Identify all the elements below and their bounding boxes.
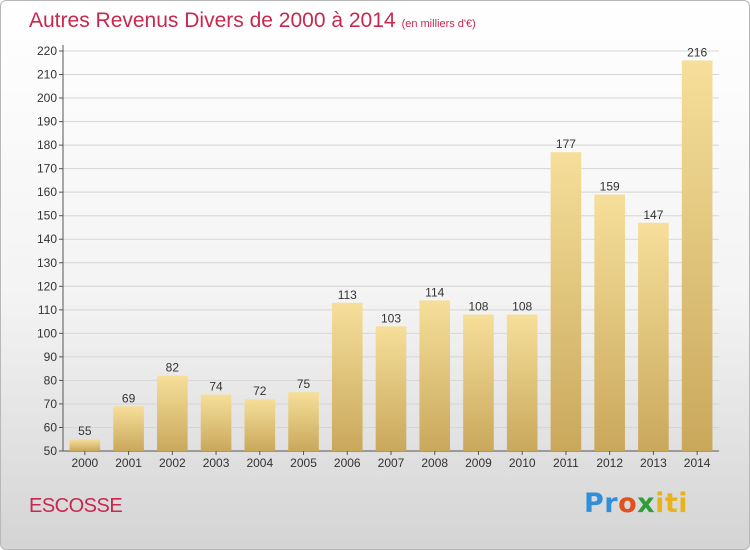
- y-tick-label: 130: [37, 256, 57, 270]
- x-tick-label: 2007: [378, 456, 405, 470]
- bar-value-label: 177: [556, 137, 576, 151]
- chart-subtitle: (en milliers d'€): [401, 18, 476, 30]
- x-tick-label: 2012: [596, 456, 623, 470]
- bar: [550, 152, 582, 452]
- bar-value-label: 216: [687, 45, 707, 59]
- x-tick-label: 2014: [684, 456, 711, 470]
- logo-part-3: x: [637, 488, 656, 519]
- y-tick-label: 180: [37, 138, 57, 152]
- bar: [638, 222, 669, 451]
- chart-title-block: Autres Revenus Divers de 2000 à 2014 (en …: [29, 9, 476, 33]
- bar: [69, 439, 101, 451]
- y-tick-label: 200: [37, 91, 57, 105]
- proxiti-logo: Proxiti: [584, 488, 688, 519]
- x-tick-label: 2003: [203, 456, 230, 470]
- bar: [113, 406, 144, 451]
- x-tick-label: 2010: [509, 456, 536, 470]
- bar: [331, 302, 363, 451]
- x-tick-label: 2004: [246, 456, 273, 470]
- logo-part-4: iti: [655, 488, 689, 519]
- bar-value-label: 114: [425, 285, 444, 299]
- bar-value-label: 159: [600, 180, 620, 194]
- x-tick-label: 2006: [334, 456, 361, 470]
- y-tick-label: 90: [44, 350, 58, 364]
- y-tick-label: 110: [38, 303, 57, 317]
- x-tick-label: 2009: [465, 456, 492, 470]
- region-label: ESCOSSE: [29, 495, 123, 517]
- bar-value-label: 103: [381, 311, 401, 325]
- bar: [463, 314, 494, 451]
- bar-value-label: 69: [122, 391, 136, 405]
- bar-value-label: 82: [166, 361, 180, 375]
- bar: [594, 194, 625, 451]
- x-tick-label: 2001: [115, 456, 142, 470]
- y-tick-label: 100: [37, 326, 57, 340]
- y-tick-label: 70: [44, 397, 58, 411]
- bar-value-label: 113: [338, 288, 357, 302]
- bar-value-label: 74: [209, 380, 223, 394]
- y-tick-label: 60: [44, 420, 58, 434]
- x-tick-label: 2000: [72, 456, 99, 470]
- y-tick-label: 120: [37, 279, 57, 293]
- bar-value-label: 108: [468, 300, 488, 314]
- bar: [244, 399, 276, 451]
- bar-value-label: 108: [512, 300, 532, 314]
- chart-title: Autres Revenus Divers de 2000 à 2014: [29, 9, 396, 32]
- y-tick-label: 170: [37, 162, 57, 176]
- x-tick-label: 2013: [640, 456, 667, 470]
- y-tick-label: 50: [44, 444, 58, 458]
- logo-part-1: Pr: [584, 488, 619, 519]
- bar: [157, 375, 188, 451]
- bar: [375, 326, 407, 451]
- y-tick-label: 150: [37, 209, 57, 223]
- x-tick-label: 2011: [553, 456, 579, 470]
- bar: [419, 300, 451, 451]
- bar: [681, 60, 713, 451]
- bar: [506, 314, 538, 451]
- y-tick-label: 80: [44, 373, 58, 387]
- bar-value-label: 72: [253, 384, 267, 398]
- x-tick-label: 2008: [421, 456, 448, 470]
- y-tick-label: 160: [37, 185, 57, 199]
- y-tick-label: 190: [37, 115, 57, 129]
- bar-value-label: 75: [297, 377, 311, 391]
- y-tick-label: 220: [37, 44, 57, 58]
- bar: [200, 394, 232, 451]
- y-tick-label: 140: [37, 232, 57, 246]
- x-tick-label: 2005: [290, 456, 317, 470]
- x-tick-label: 2002: [159, 456, 186, 470]
- bar-value-label: 55: [78, 424, 92, 438]
- logo-part-2: o: [618, 488, 638, 519]
- y-tick-label: 210: [37, 68, 57, 82]
- bar-value-label: 147: [643, 208, 663, 222]
- bar: [288, 392, 319, 451]
